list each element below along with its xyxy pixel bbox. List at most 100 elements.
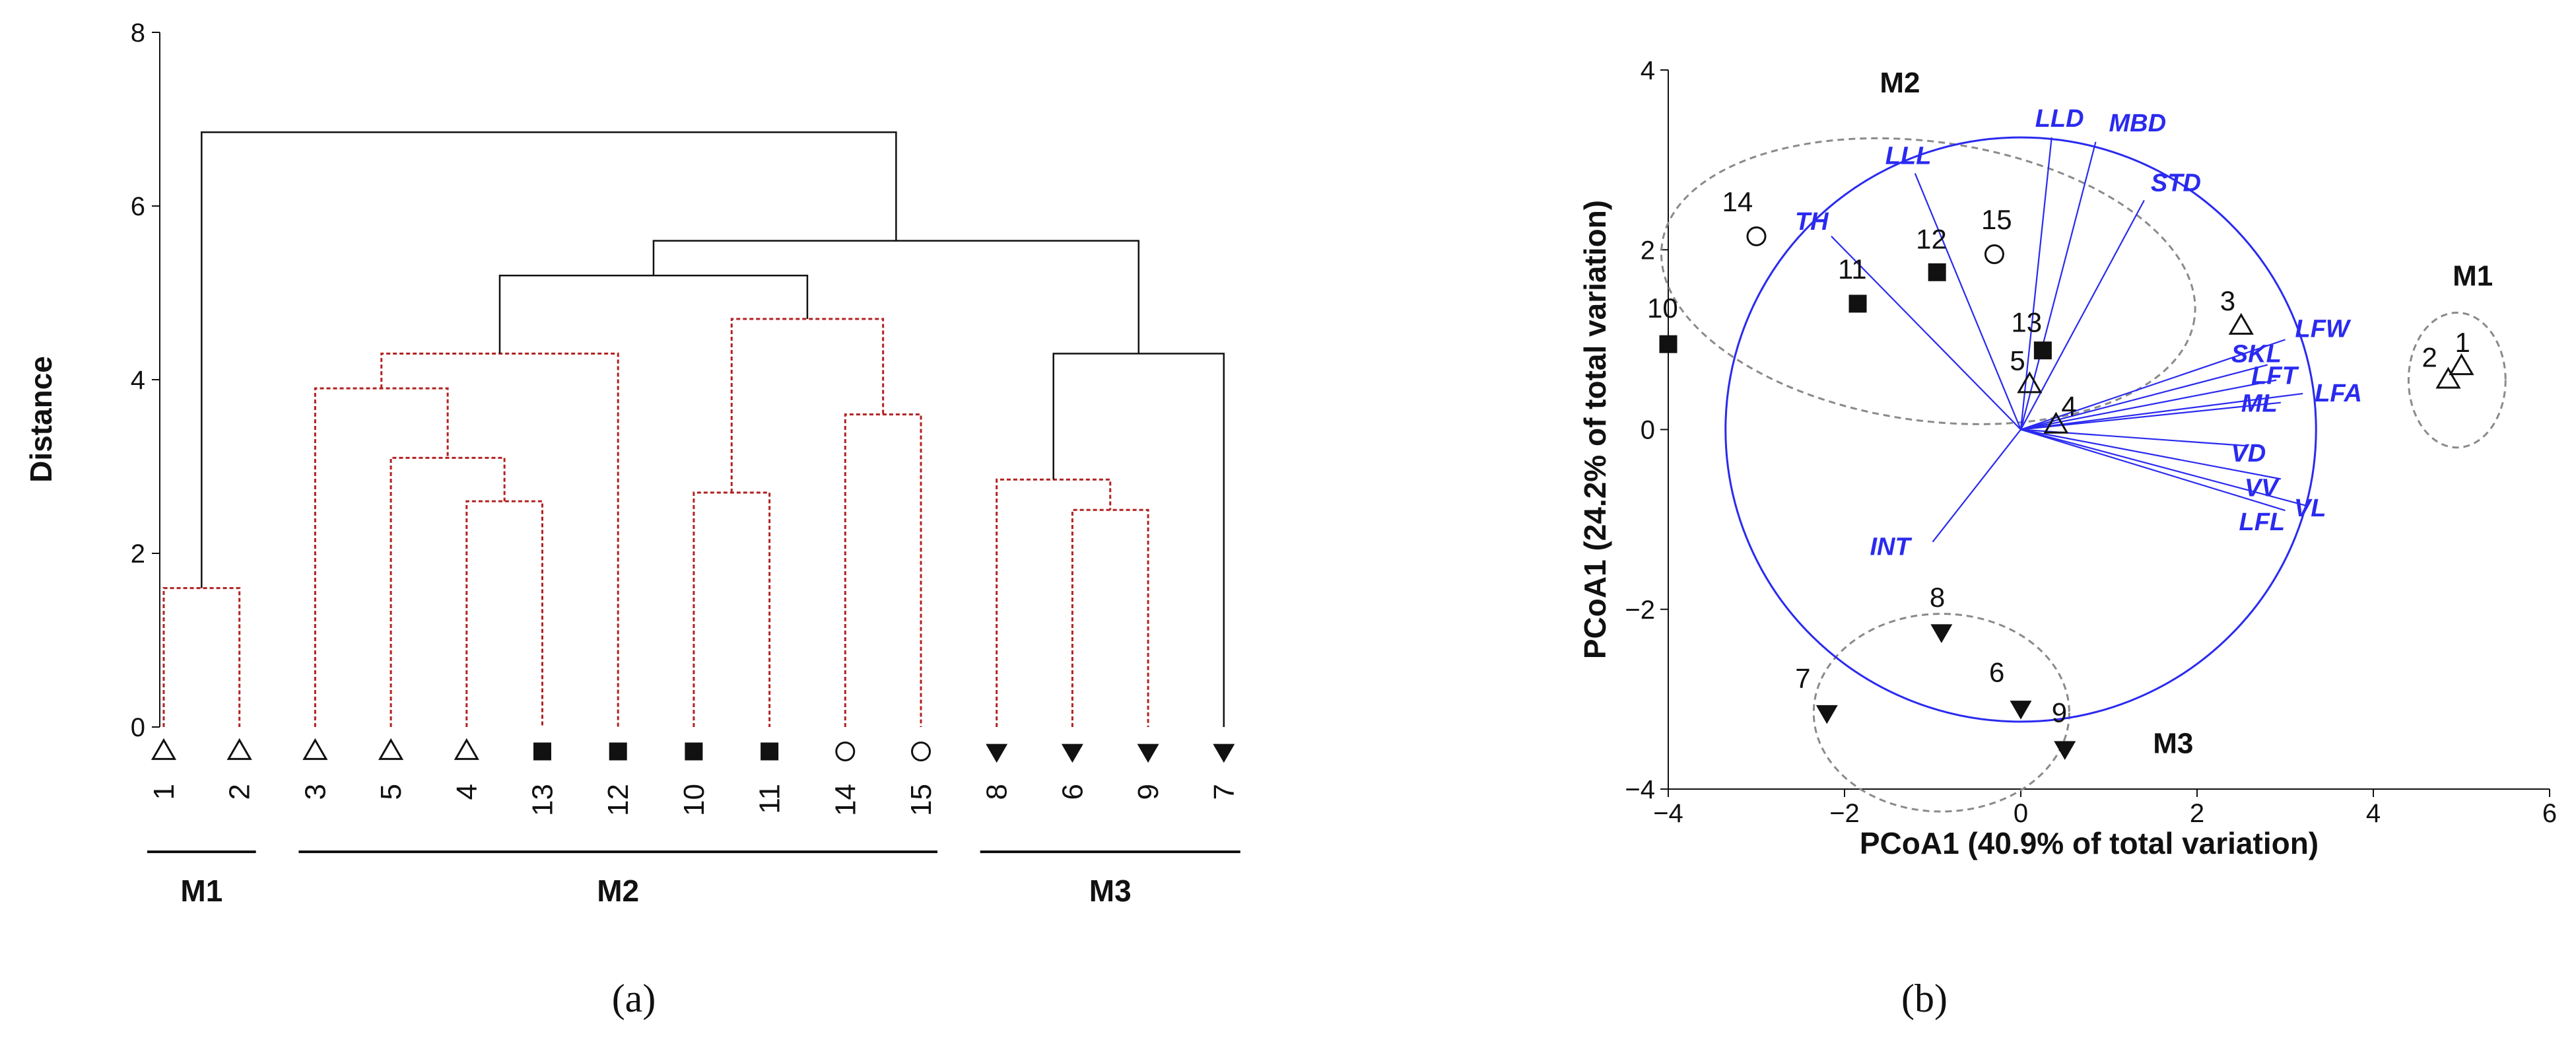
leaf-label: 9 (1132, 784, 1165, 800)
loading-vector (2020, 401, 2281, 431)
leaf-label: 1 (148, 784, 180, 800)
loading-vector (2020, 392, 2303, 431)
point-label: 11 (1838, 254, 1867, 285)
x-tick-label: 6 (2542, 799, 2557, 828)
leaf-label: 4 (451, 784, 483, 800)
leaf-label: 6 (1056, 784, 1089, 800)
dendrogram-branch (201, 131, 897, 588)
point-label: 15 (1981, 204, 2012, 235)
leaf-marker (761, 742, 779, 761)
x-tick-label: 4 (2366, 799, 2381, 828)
loading-vector (1932, 429, 2021, 543)
panel-a-label: (a) (612, 977, 656, 1020)
point-label: 4 (2061, 391, 2076, 422)
x-tick-label: −2 (1829, 799, 1860, 828)
leaf-label: 11 (754, 784, 786, 814)
y-tick-label: 8 (131, 18, 145, 48)
leaf-label: 12 (602, 784, 634, 816)
point-marker (1659, 335, 1678, 353)
loading-vector (2020, 379, 2277, 431)
cluster-ellipse-m1 (2407, 312, 2507, 449)
group-label: M2 (597, 874, 639, 908)
y-tick-label: 2 (131, 539, 145, 569)
leaf-label: 13 (527, 784, 559, 816)
point-label: 2 (2422, 342, 2437, 373)
leaf-marker (685, 742, 703, 761)
y-tick-label: 4 (131, 366, 145, 395)
y-tick-label: 0 (131, 713, 145, 742)
vector-label: INT (1870, 534, 1913, 561)
x-tick-label: −4 (1653, 799, 1683, 828)
y-tick-label: 4 (1641, 56, 1655, 85)
x-tick-label: 0 (2014, 799, 2028, 828)
loading-vector (2020, 429, 2308, 507)
dendrogram-branch (844, 413, 922, 727)
vector-label: LFT (2251, 363, 2299, 390)
point-label: 9 (2052, 697, 2067, 728)
point-marker (2449, 353, 2474, 376)
leaf-label: 7 (1208, 784, 1240, 800)
point-marker (2033, 341, 2052, 360)
pcoa-biplot-panel: −4 −2 0 2 4 6 −4 −2 0 2 4 PCoA1 (40.9% of total var… (1578, 56, 2557, 860)
cluster-label: M3 (2153, 728, 2193, 760)
point-marker (2043, 411, 2069, 434)
correlation-circle (1724, 136, 2317, 723)
point-label: 8 (1930, 582, 1945, 613)
vector-label: LLL (1885, 143, 1932, 170)
point-marker (1746, 226, 1767, 246)
leaf-label: 2 (224, 784, 256, 800)
point-marker (1848, 295, 1867, 313)
y-tick-label: 2 (1641, 236, 1655, 265)
group-label: M3 (1089, 874, 1132, 908)
leaf-marker (1213, 744, 1235, 763)
vector-label: LLD (2035, 105, 2084, 133)
point-marker (2054, 741, 2076, 760)
point-label: 1 (2455, 327, 2470, 358)
leaf-marker (151, 738, 177, 760)
point-label: 5 (2010, 345, 2025, 376)
leaf-marker (533, 742, 551, 761)
vector-label: VD (2231, 440, 2266, 468)
leaf-label: 3 (299, 784, 331, 800)
point-label: 7 (1795, 662, 1810, 693)
vector-label: LFL (2239, 508, 2286, 536)
y-tick-label: −4 (1625, 775, 1655, 804)
vector-label: LFW (2295, 315, 2352, 343)
vector-label: ML (2241, 390, 2278, 418)
point-marker (2435, 366, 2461, 389)
loading-vector (2020, 429, 2286, 512)
loading-vector (2020, 199, 2145, 431)
leaf-marker (1137, 744, 1159, 763)
y-tick-label: −2 (1625, 596, 1655, 625)
point-label: 13 (2011, 307, 2042, 338)
dendrogram-branch (390, 456, 506, 727)
x-tick-label: 2 (2190, 799, 2204, 828)
loading-vector (2020, 364, 2268, 431)
leaf-marker (378, 738, 404, 760)
y-tick-label: 6 (131, 192, 145, 221)
point-marker (1815, 705, 1838, 724)
leaf-marker (911, 742, 931, 761)
leaf-label: 15 (905, 784, 937, 816)
point-marker (2010, 701, 2032, 720)
dendrogram-branch (314, 387, 449, 727)
y-tick-label: 0 (1641, 416, 1655, 445)
cluster-ellipse-m3 (1812, 613, 2070, 813)
dendrogram-branch (380, 353, 619, 727)
point-marker (2017, 371, 2043, 394)
loading-vector (2020, 429, 2282, 480)
dendrogram-branch (693, 491, 771, 727)
point-marker (1930, 624, 1953, 643)
vector-label: STD (2151, 169, 2201, 197)
point-marker (2228, 312, 2254, 335)
point-label: 6 (1989, 656, 2004, 687)
panel-b-label: (b) (1901, 977, 1948, 1020)
dendrogram-branch (652, 240, 1140, 354)
dendrogram-branch (498, 274, 809, 354)
leaf-marker (986, 744, 1008, 763)
point-label: 14 (1722, 186, 1753, 217)
leaf-marker (226, 738, 252, 760)
dendrogram-branch (730, 318, 885, 493)
